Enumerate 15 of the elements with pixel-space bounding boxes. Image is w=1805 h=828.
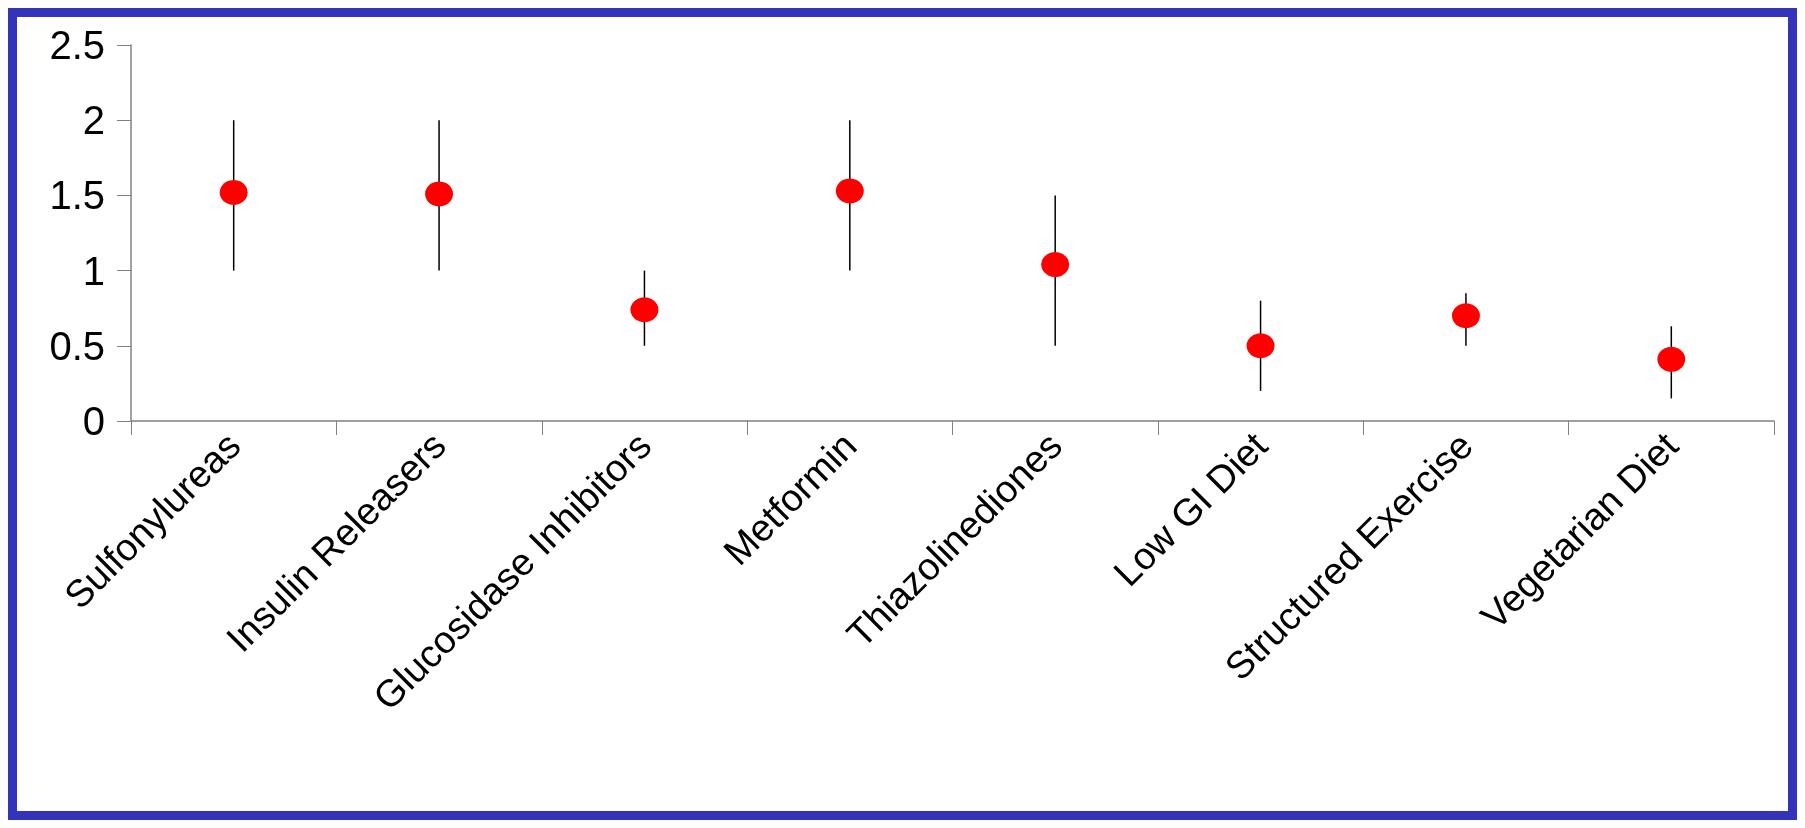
y-tick-label: 2.5	[49, 23, 105, 67]
y-tick-label: 2	[82, 98, 105, 143]
point	[835, 178, 864, 204]
y-tick-label: 1	[82, 248, 105, 293]
point	[1657, 346, 1686, 372]
x-tick-label: Low GI Diet	[1105, 423, 1276, 595]
y-tick-label: 1.5	[49, 173, 105, 218]
y-tick-label: 0.5	[49, 323, 105, 368]
y-tick-label: 0	[82, 399, 105, 443]
point	[630, 297, 659, 323]
point	[425, 181, 454, 207]
point	[1041, 252, 1070, 278]
point	[219, 179, 248, 205]
point	[1451, 303, 1480, 329]
point	[1246, 333, 1275, 359]
